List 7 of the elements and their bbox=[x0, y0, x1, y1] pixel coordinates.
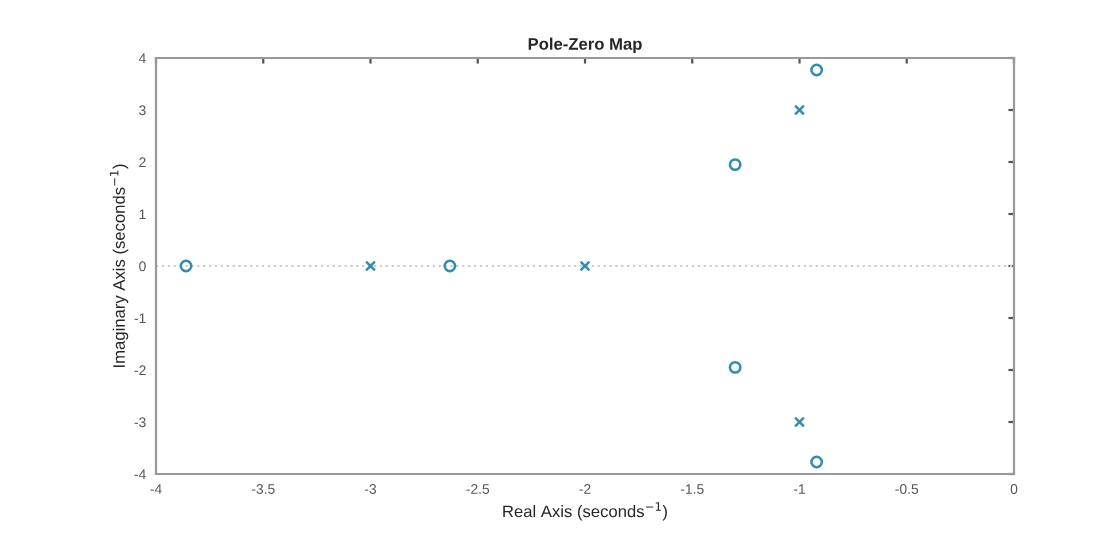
point bbox=[579, 260, 591, 272]
y-axis-title: Imaginary Axis (seconds$^{−1}$) bbox=[109, 164, 129, 367]
point bbox=[793, 416, 806, 428]
chart-title: Pole-Zero Map bbox=[528, 37, 642, 54]
point bbox=[364, 260, 377, 272]
point bbox=[793, 104, 806, 116]
x-axis-title: Real Axis (seconds$^{−1}$) bbox=[503, 502, 667, 521]
